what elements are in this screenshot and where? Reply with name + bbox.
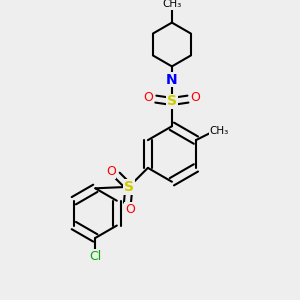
Text: S: S [124, 180, 134, 194]
Text: O: O [125, 203, 135, 216]
Text: O: O [190, 91, 200, 104]
Text: N: N [166, 73, 178, 86]
Text: S: S [167, 94, 177, 108]
Text: CH₃: CH₃ [162, 0, 182, 9]
Text: CH₃: CH₃ [209, 126, 228, 136]
Text: Cl: Cl [89, 250, 101, 262]
Text: O: O [106, 165, 116, 178]
Text: O: O [144, 91, 154, 104]
